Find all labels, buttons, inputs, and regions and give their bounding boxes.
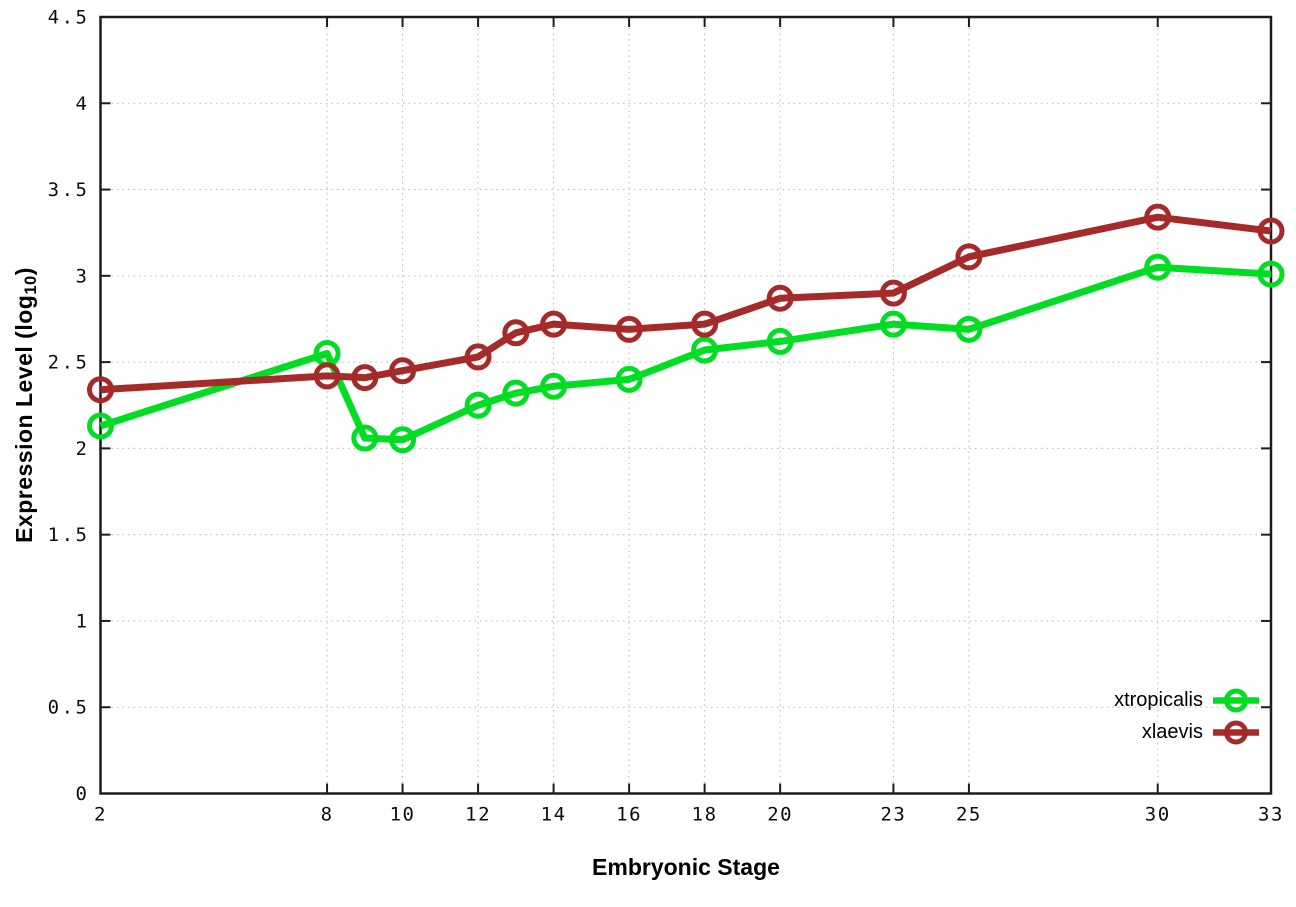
svg-text:14: 14 (541, 804, 567, 826)
legend-label: xtropicalis (1114, 689, 1203, 711)
legend-item-xlaevis: xlaevis (1142, 720, 1260, 745)
svg-text:12: 12 (465, 804, 491, 826)
y-axis-title: Expression Level (log10) (11, 267, 41, 543)
svg-text:25: 25 (956, 804, 982, 826)
svg-text:16: 16 (616, 804, 642, 826)
svg-text:4.5: 4.5 (48, 7, 90, 29)
svg-text:30: 30 (1145, 804, 1171, 826)
svg-text:0.5: 0.5 (48, 697, 90, 719)
svg-text:1: 1 (76, 610, 90, 632)
legend-item-xtropicalis: xtropicalis (1114, 688, 1260, 713)
svg-text:2: 2 (94, 804, 107, 826)
svg-text:8: 8 (321, 804, 334, 826)
svg-text:0: 0 (76, 783, 90, 805)
svg-text:4: 4 (76, 93, 90, 115)
svg-text:2: 2 (76, 438, 90, 460)
chart-legend: xtropicalis xlaevis (1114, 688, 1260, 745)
svg-text:18: 18 (692, 804, 718, 826)
svg-text:10: 10 (390, 804, 416, 826)
legend-marker-line-circle-icon (1213, 720, 1259, 745)
y-axis-title-subscript: 10 (21, 275, 41, 295)
svg-text:20: 20 (767, 804, 793, 826)
y-axis-title-text: Expression Level (log (10, 294, 37, 543)
svg-text:1.5: 1.5 (48, 524, 90, 546)
svg-text:3.5: 3.5 (48, 179, 90, 201)
x-axis-title: Embryonic Stage (592, 854, 780, 880)
svg-text:2.5: 2.5 (48, 352, 90, 374)
svg-text:3: 3 (76, 265, 90, 287)
svg-text:23: 23 (880, 804, 906, 826)
y-axis-title-close: ) (10, 267, 37, 276)
legend-label: xlaevis (1141, 721, 1203, 743)
legend-marker-line-circle-icon (1213, 688, 1259, 713)
svg-text:33: 33 (1258, 804, 1284, 826)
